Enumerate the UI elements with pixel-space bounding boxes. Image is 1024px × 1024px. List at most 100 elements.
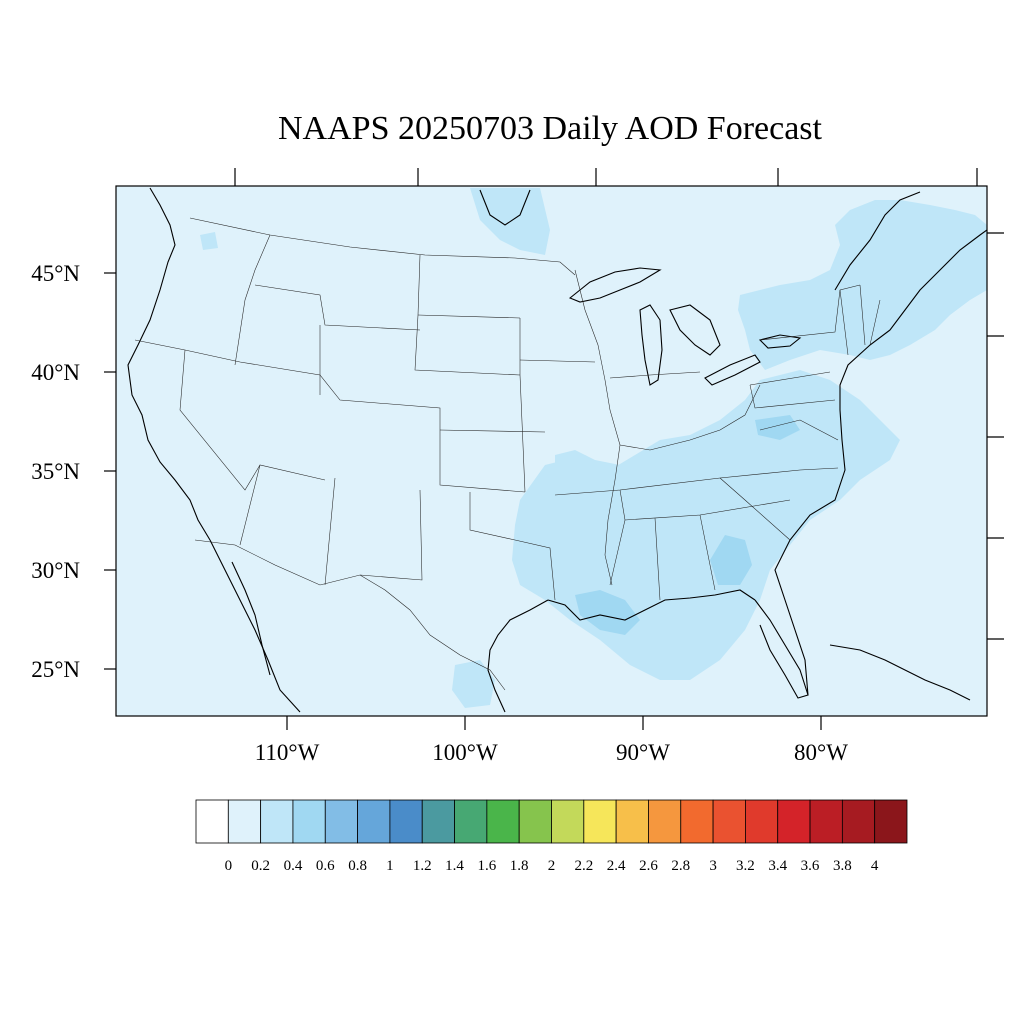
coastline-gulf: [547, 589, 756, 621]
aod-field: [116, 186, 987, 716]
lake-superior: [568, 267, 662, 303]
colorbar-label: 3.4: [768, 858, 787, 874]
colorbar-label: 0: [225, 858, 233, 874]
lon-label: 100°W: [432, 740, 498, 765]
colorbar-label: 3: [709, 858, 717, 874]
colorbar: [195, 799, 908, 844]
colorbar-swatch: [745, 799, 779, 844]
lake-huron: [669, 304, 721, 356]
border-new-york: [759, 284, 861, 341]
political-boundaries: [134, 217, 881, 691]
lon-label: 90°W: [616, 740, 670, 765]
colorbar-swatch: [712, 799, 746, 844]
aod-region-northeast: [738, 200, 987, 370]
coastline-baja: [209, 539, 301, 713]
lat-label: 35°N: [31, 459, 80, 484]
colorbar-label: 1.4: [445, 858, 464, 874]
border-virginia: [759, 419, 839, 441]
colorbar-label: 1.6: [477, 858, 496, 874]
colorbar-labels: 0 0.2 0.4 0.6 0.8 1 1.2 1.4 1.6 1.8 2 2.2 2.4 2.6 2.8 3…: [225, 858, 879, 874]
colorbar-swatch: [518, 799, 552, 844]
colorbar-label: 2.2: [574, 858, 593, 874]
colorbar-label: 3.8: [833, 858, 852, 874]
border-arizona: [239, 464, 261, 546]
aod-region-georgia: [710, 535, 752, 585]
colorbar-label: 0.6: [316, 858, 335, 874]
colorbar-swatch: [421, 799, 455, 844]
lat-label: 30°N: [31, 558, 80, 583]
aod-region-northwest: [200, 232, 218, 250]
border-southeast: [609, 477, 791, 601]
great-lakes: [568, 267, 802, 386]
latitude-labels: 45°N 40°N 35°N 30°N 25°N: [31, 261, 80, 682]
colorbar-swatch: [357, 799, 391, 844]
colorbar-label: 3.6: [801, 858, 820, 874]
lat-label: 45°N: [31, 261, 80, 286]
colorbar-swatch: [874, 799, 908, 844]
colorbar-label: 0.2: [251, 858, 270, 874]
aod-region-gulf-coast: [575, 590, 640, 635]
border-kansas: [439, 429, 546, 433]
colorbar-label: 1: [386, 858, 394, 874]
map-frame: [115, 185, 988, 717]
colorbar-label: 4: [871, 858, 879, 874]
border-nebraska: [417, 314, 521, 319]
border-west-2: [179, 349, 326, 491]
border-montana: [254, 284, 421, 331]
aod-region-midwest: [555, 450, 625, 495]
colorbar-label: 2.4: [607, 858, 626, 874]
coastline-atlantic: [774, 229, 987, 696]
border-midwest-1: [519, 318, 526, 493]
border-ohio-river: [619, 384, 761, 451]
colorbar-swatch: [227, 799, 262, 844]
border-mississippi-river: [574, 269, 621, 586]
coastline-west: [127, 187, 211, 541]
colorbar-swatch: [615, 799, 649, 844]
aod-region-virginia: [755, 415, 800, 440]
colorbar-swatch: [292, 799, 326, 844]
colorbar-swatch: [195, 799, 229, 844]
colorbar-swatch: [648, 799, 682, 844]
coastlines: [127, 187, 987, 713]
colorbar-label: 2.8: [671, 858, 690, 874]
colorbar-swatch: [680, 799, 714, 844]
colorbar-swatch: [809, 799, 843, 844]
lake-erie: [704, 354, 761, 386]
lat-label: 40°N: [31, 360, 80, 385]
coastline-canada-east: [834, 191, 921, 291]
lon-label: 110°W: [255, 740, 320, 765]
lake-michigan: [639, 304, 663, 386]
map-title: NAAPS 20250703 Daily AOD Forecast: [278, 110, 822, 147]
coastline-hudson-bay: [479, 189, 531, 226]
aod-region-mexico: [452, 660, 495, 708]
colorbar-swatch: [583, 799, 617, 844]
colorbar-swatch: [777, 799, 811, 844]
border-west-1: [134, 339, 526, 493]
colorbar-label: 0.4: [284, 858, 303, 874]
colorbar-swatch: [486, 799, 520, 844]
coastline-mexico-east: [487, 599, 549, 713]
colorbar-swatch: [551, 799, 585, 844]
colorbar-label: 2.6: [639, 858, 658, 874]
colorbar-swatch: [841, 799, 876, 844]
border-dakotas: [414, 254, 521, 376]
border-idaho: [234, 234, 271, 366]
frame-ticks: [104, 168, 1004, 730]
border-midwest-2: [519, 359, 701, 379]
coastline-gulf-of-california: [231, 561, 271, 676]
colorbar-label: 2: [548, 858, 556, 874]
colorbar-label: 1.2: [413, 858, 432, 874]
longitude-labels: 110°W 100°W 90°W 80°W: [255, 740, 849, 765]
border-new-england: [839, 284, 881, 356]
colorbar-swatch: [260, 799, 294, 844]
lon-label: 80°W: [794, 740, 848, 765]
colorbar-label: 3.2: [736, 858, 755, 874]
lat-label: 25°N: [31, 657, 80, 682]
coastline-cuba: [829, 644, 971, 701]
lake-ontario: [758, 334, 802, 349]
colorbar-label: 0.8: [348, 858, 367, 874]
colorbar-swatch: [454, 799, 488, 844]
border-us-mexico: [194, 539, 506, 691]
border-texas: [359, 489, 556, 601]
colorbar-swatch: [324, 799, 358, 844]
